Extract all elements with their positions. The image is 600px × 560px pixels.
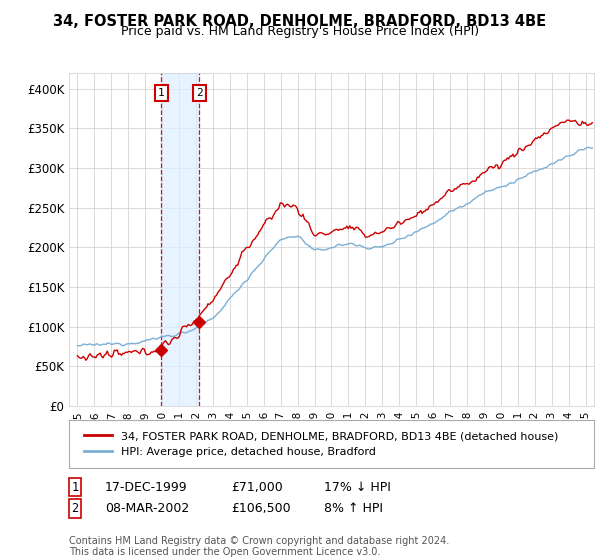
- Text: 2: 2: [196, 87, 203, 97]
- Text: £106,500: £106,500: [231, 502, 290, 515]
- Text: 1: 1: [71, 480, 79, 494]
- Text: 2: 2: [71, 502, 79, 515]
- Text: 17-DEC-1999: 17-DEC-1999: [105, 480, 188, 494]
- Text: 8% ↑ HPI: 8% ↑ HPI: [324, 502, 383, 515]
- Text: 17% ↓ HPI: 17% ↓ HPI: [324, 480, 391, 494]
- Text: 1: 1: [158, 87, 165, 97]
- Text: 34, FOSTER PARK ROAD, DENHOLME, BRADFORD, BD13 4BE: 34, FOSTER PARK ROAD, DENHOLME, BRADFORD…: [53, 14, 547, 29]
- Text: Price paid vs. HM Land Registry's House Price Index (HPI): Price paid vs. HM Land Registry's House …: [121, 25, 479, 38]
- Bar: [161, 73, 199, 406]
- Text: £71,000: £71,000: [231, 480, 283, 494]
- Legend: 34, FOSTER PARK ROAD, DENHOLME, BRADFORD, BD13 4BE (detached house), HPI: Averag: 34, FOSTER PARK ROAD, DENHOLME, BRADFORD…: [80, 427, 563, 461]
- Text: 08-MAR-2002: 08-MAR-2002: [105, 502, 189, 515]
- Text: Contains HM Land Registry data © Crown copyright and database right 2024.
This d: Contains HM Land Registry data © Crown c…: [69, 535, 449, 557]
